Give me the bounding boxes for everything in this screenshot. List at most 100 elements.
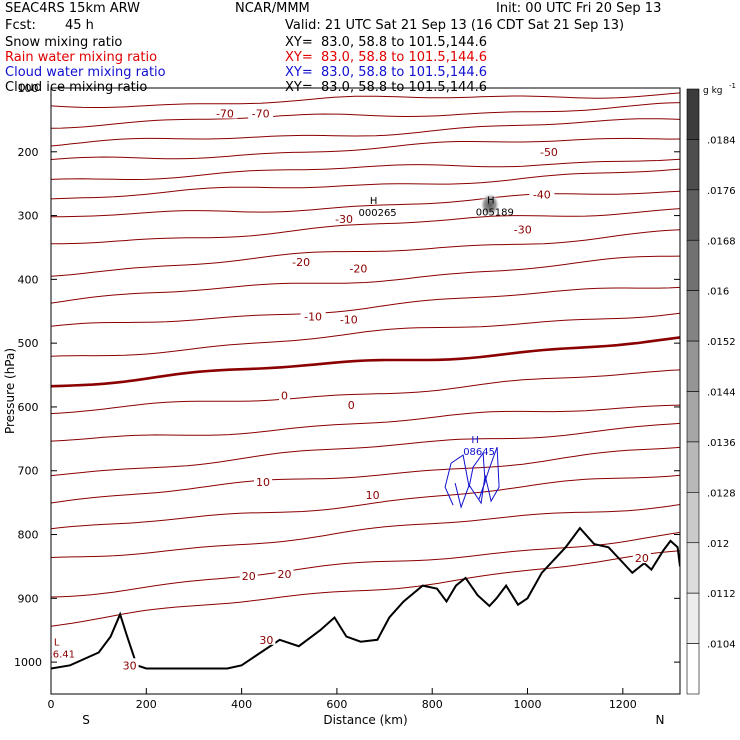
contour-label: 0	[281, 389, 288, 402]
contour-label-bg	[288, 255, 314, 268]
contour-label: 30	[123, 659, 137, 672]
contour-label: -40	[533, 189, 551, 202]
contour-label: -10	[304, 310, 322, 323]
colorbar-tick-label: .0144	[707, 388, 736, 399]
y-tick-label: 900	[18, 592, 39, 605]
isotherm-line	[51, 118, 680, 147]
contour-label-bg	[363, 487, 382, 500]
isotherm-line	[51, 286, 680, 327]
isotherm-line	[51, 229, 680, 277]
colorbar-tick-label: .0176	[707, 186, 736, 197]
colorbar-cell	[686, 592, 700, 644]
colorbar-tick-label: .016	[707, 287, 729, 298]
contour-label: -70	[252, 108, 270, 121]
valid-time: Valid: 21 UTC Sat 21 Sep 13 (16 CDT Sat …	[285, 18, 625, 33]
isotherm-line	[51, 137, 680, 160]
extremum-letter: H	[370, 196, 378, 207]
x-tick-label: 1200	[609, 698, 637, 711]
isotherm-line	[51, 446, 680, 504]
contour-label-bg	[257, 632, 276, 645]
isotherm-line	[51, 255, 680, 304]
contour-label-bg	[254, 475, 273, 488]
contour-label: -10	[340, 314, 358, 327]
y-tick-label: 300	[18, 210, 39, 223]
isotherm-line	[51, 190, 680, 218]
field-cloudwater-xy: XY= 83.0, 58.8 to 101.5,144.6	[285, 65, 488, 80]
contour-label: -30	[514, 224, 532, 237]
isotherm-line	[51, 158, 680, 180]
y-tick-label: 200	[18, 146, 39, 159]
contour-label-bg	[331, 211, 357, 224]
contour-label-bg	[275, 567, 294, 580]
contour-label: -30	[335, 213, 353, 226]
terrain-profile	[51, 526, 680, 670]
isotherm-line	[51, 474, 680, 530]
colorbar-tick-label: .0136	[707, 438, 736, 449]
contour-label: -50	[540, 146, 558, 159]
colorbar-cell	[686, 441, 700, 493]
contour-label-bg	[248, 106, 274, 119]
contour-label-bg	[345, 398, 357, 411]
colorbar-tick-label: .0184	[707, 135, 736, 146]
isotherm-line	[51, 168, 680, 200]
y-tick-label: 400	[18, 273, 39, 286]
extremum-value: 005189	[476, 207, 514, 218]
isotherm-line	[51, 102, 680, 129]
colorbar-cell	[686, 139, 700, 191]
isotherm-line	[51, 312, 680, 357]
contour-label: 20	[635, 552, 649, 565]
colorbar-tick-label: .012	[707, 539, 729, 550]
colorbar-cell	[686, 542, 700, 594]
isotherm-line	[51, 92, 680, 108]
isotherm-line	[51, 404, 680, 442]
x-tick-label: 400	[231, 698, 252, 711]
contour-label-bg	[278, 388, 290, 401]
contour-label-bg	[632, 551, 651, 564]
x-end-label-south: S	[82, 713, 90, 727]
contour-label: 0	[348, 399, 355, 412]
contour-label: 10	[366, 489, 380, 502]
x-tick-label: 800	[422, 698, 443, 711]
y-tick-label: 1000	[14, 656, 42, 669]
extremum-letter: L	[54, 637, 60, 648]
colorbar-cell	[686, 340, 700, 392]
contour-label-bg	[239, 568, 258, 581]
init-time: Init: 00 UTC Fri 20 Sep 13	[496, 1, 662, 16]
contour-label-bg	[212, 106, 238, 119]
colorbar-tick-label: .0128	[707, 488, 736, 499]
isotherm-line	[51, 369, 680, 415]
extremum-value: 08645	[463, 447, 495, 458]
colorbar-cell	[686, 391, 700, 443]
contour-label: 30	[259, 634, 273, 647]
x-axis-label: Distance (km)	[323, 713, 407, 727]
forecast-hours: 45 h	[65, 18, 94, 33]
contour-label: 10	[256, 476, 270, 489]
colorbar-tick-label: .0168	[707, 236, 736, 247]
x-end-label-north: N	[656, 713, 665, 727]
colorbar-unit-exponent: -1	[729, 82, 736, 90]
colorbar-tick-label: .0112	[707, 589, 736, 600]
y-tick-label: 100	[18, 82, 39, 95]
colorbar-tick-label: .0104	[707, 640, 736, 651]
field-snow-name: Snow mixing ratio	[5, 35, 123, 50]
contour-label-bg	[345, 261, 371, 274]
field-snow-xy: XY= 83.0, 58.8 to 101.5,144.6	[285, 35, 488, 50]
isotherm-line	[51, 208, 680, 245]
cloud-water-contour	[444, 446, 500, 509]
isotherm-line	[51, 336, 680, 388]
plot-layer: -70 -70 -50 -40 -30 -30 -20 -20 -10 -10 0 0 10 10 20 20…	[51, 92, 680, 672]
x-tick-label: 0	[48, 698, 55, 711]
colorbar-cell	[686, 643, 700, 695]
colorbar-cell	[686, 492, 700, 544]
contour-label-bg	[510, 222, 536, 235]
y-tick-label: 700	[18, 465, 39, 478]
y-tick-label: 500	[18, 337, 39, 350]
contour-label-bg	[120, 658, 139, 671]
field-rain-name: Rain water mixing ratio	[5, 50, 158, 65]
x-tick-label: 600	[326, 698, 347, 711]
contour-label-bg	[300, 309, 326, 322]
contour-label: -20	[349, 263, 367, 276]
contour-label: 20	[277, 568, 291, 581]
extremum-letter: H	[471, 435, 479, 446]
extremum-letter: H	[487, 195, 495, 206]
